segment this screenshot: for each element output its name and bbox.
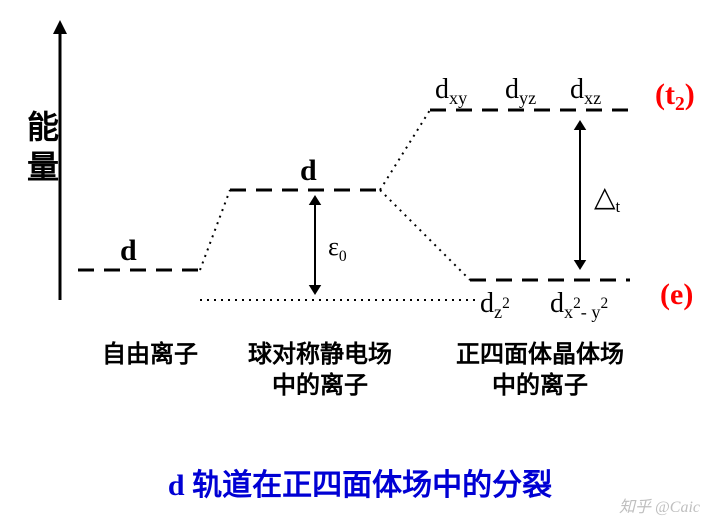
svg-text:dx2- y2: dx2- y2 xyxy=(550,288,608,322)
svg-text:ε0: ε0 xyxy=(328,232,347,265)
svg-text:(e): (e) xyxy=(660,278,693,311)
y-axis-label: 能量 xyxy=(18,110,64,190)
column-label: 正四面体晶体场 中的离子 xyxy=(430,340,650,402)
svg-text:(t2): (t2) xyxy=(655,78,695,115)
svg-text:dz2: dz2 xyxy=(480,288,510,322)
svg-text:d: d xyxy=(120,234,137,267)
svg-text:dxy: dxy xyxy=(435,74,468,108)
watermark: 知乎 @Caic xyxy=(619,493,700,517)
energy-diagram: d d dxy dyz dxz dz2 dx2- y2 (t2) (e) ε0 △t xyxy=(0,0,720,529)
svg-text:dxz: dxz xyxy=(570,74,601,108)
svg-text:d: d xyxy=(300,154,317,187)
svg-text:△t: △t xyxy=(594,182,621,216)
column-label: 自由离子 xyxy=(75,340,225,371)
column-label: 球对称静电场 中的离子 xyxy=(220,340,420,402)
diagram-title: d 轨道在正四面体场中的分裂 xyxy=(0,460,720,504)
svg-text:dyz: dyz xyxy=(505,74,536,108)
